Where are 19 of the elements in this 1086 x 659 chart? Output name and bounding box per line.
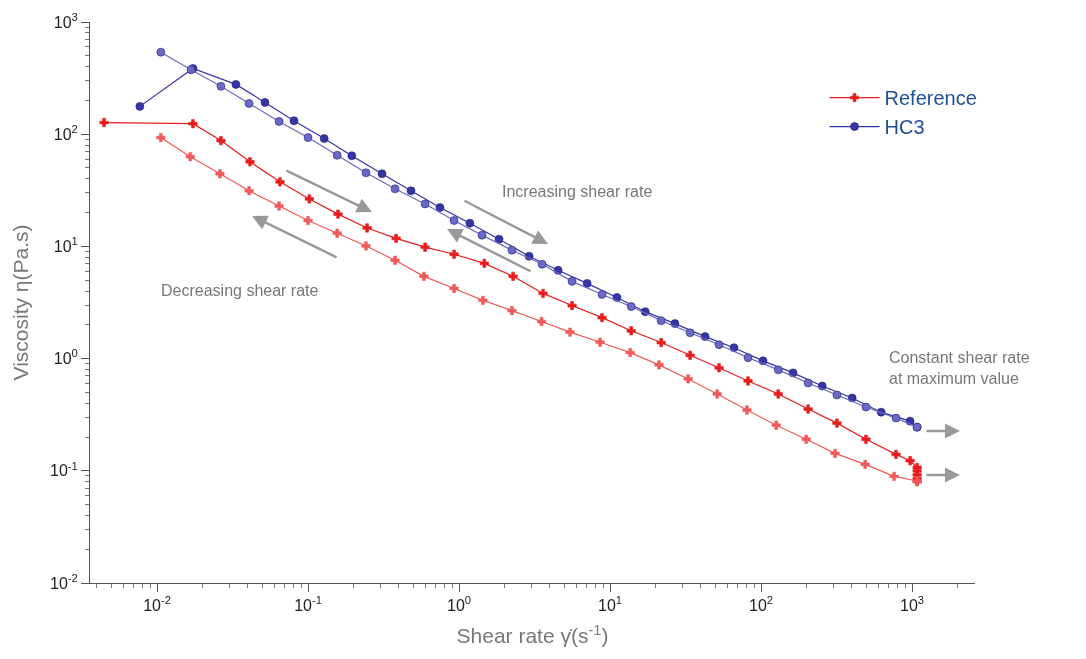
y-axis-title: Viscosity η(Pa.s) xyxy=(9,224,33,381)
annotation: Constant shear rate at maximum value xyxy=(889,349,1030,387)
x-axis-title: Shear rate γ̇(s$^{-1}$) xyxy=(456,621,609,648)
x-tick-label: 10$^{-2}$ xyxy=(143,594,171,615)
y-tick-label: 10$^{2}$ xyxy=(53,123,78,143)
y-tick-label: 10$^{1}$ xyxy=(53,235,78,255)
x-tick-label: 10$^{-1}$ xyxy=(294,594,322,615)
y-tick-label: 10$^{3}$ xyxy=(53,10,78,31)
legend-label: HC3 xyxy=(884,116,925,139)
annotation: Decreasing shear rate xyxy=(161,282,319,299)
annotation: Increasing shear rate xyxy=(502,183,653,200)
y-tick-label: 10$^{0}$ xyxy=(53,347,78,368)
y-tick-label: 10$^{-1}$ xyxy=(50,459,78,480)
x-tick-label: 10$^{1}$ xyxy=(598,594,623,615)
x-tick-label: 10$^{3}$ xyxy=(900,594,925,615)
x-tick-label: 10$^{2}$ xyxy=(749,594,774,615)
legend-label: Reference xyxy=(884,87,977,110)
y-tick-label: 10$^{-2}$ xyxy=(50,571,78,592)
x-tick-label: 10$^{0}$ xyxy=(447,594,472,615)
